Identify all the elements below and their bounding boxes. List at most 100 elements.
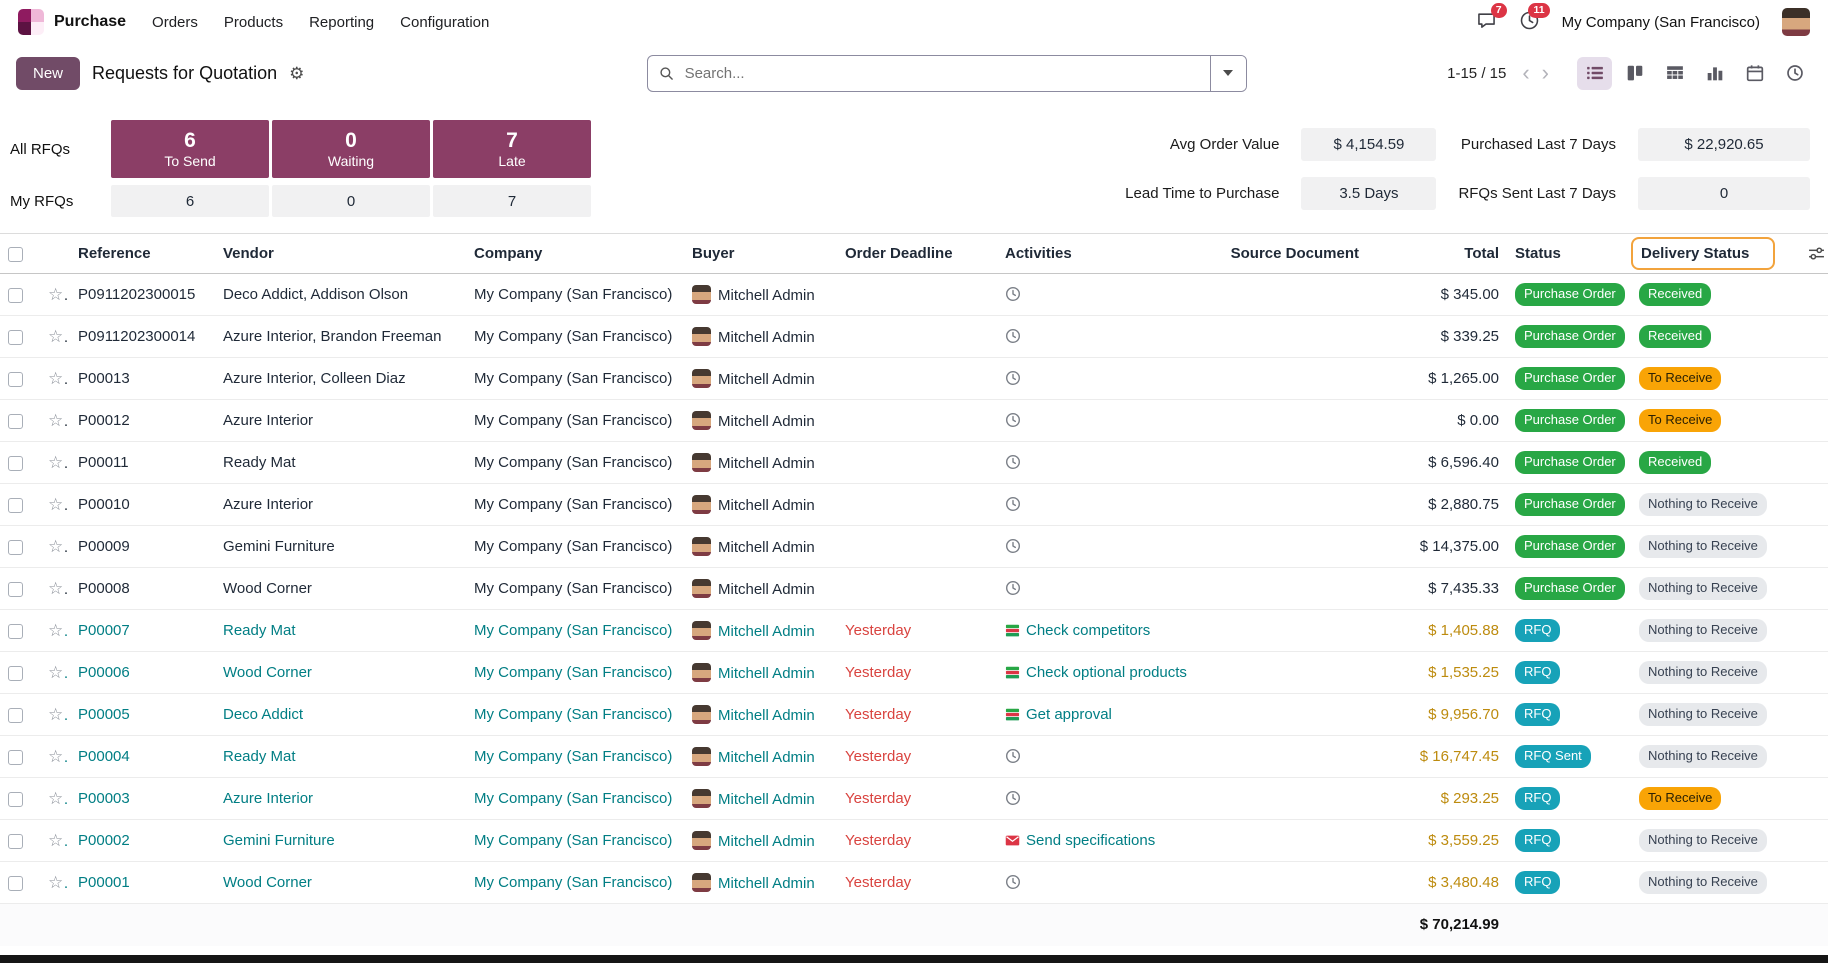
rfq-waiting-box[interactable]: 0 Waiting xyxy=(272,120,430,178)
total-cell[interactable]: $ 2,880.75 xyxy=(1367,483,1507,526)
total-cell[interactable]: $ 6,596.40 xyxy=(1367,441,1507,484)
reference-cell[interactable]: P00012 xyxy=(70,399,215,442)
favorite-cell[interactable]: ☆ xyxy=(40,693,70,736)
company-cell[interactable]: My Company (San Francisco) xyxy=(466,651,684,694)
favorite-star-icon[interactable]: ☆ xyxy=(48,620,64,640)
reference-cell[interactable]: P00006 xyxy=(70,651,215,694)
row-select-cell[interactable] xyxy=(0,399,40,442)
select-all-checkbox[interactable] xyxy=(8,246,23,262)
favorite-cell[interactable]: ☆ xyxy=(40,567,70,610)
favorite-star-icon[interactable]: ☆ xyxy=(48,410,64,430)
clock-icon[interactable] xyxy=(1005,496,1021,512)
row-select-cell[interactable] xyxy=(0,441,40,484)
my-to-send-box[interactable]: 6 xyxy=(111,185,269,217)
activity-cell[interactable] xyxy=(997,315,1197,358)
table-row[interactable]: ☆ P0911202300015 Deco Addict, Addison Olso… xyxy=(0,273,1828,316)
rfq-late-box[interactable]: 7 Late xyxy=(433,120,591,178)
delivery-status-cell[interactable]: To Receive xyxy=(1631,777,1800,820)
favorite-cell[interactable]: ☆ xyxy=(40,441,70,484)
status-cell[interactable]: RFQ xyxy=(1507,693,1631,736)
messages-button[interactable]: 7 xyxy=(1476,2,1507,35)
activity-cell[interactable]: Check competitors xyxy=(997,609,1197,652)
menu-reporting[interactable]: Reporting xyxy=(309,13,375,31)
reference-cell[interactable]: P00004 xyxy=(70,735,215,778)
buyer-cell[interactable]: Mitchell Admin xyxy=(684,315,837,358)
activity-cell[interactable] xyxy=(997,861,1197,904)
new-button[interactable]: New xyxy=(16,56,81,90)
row-checkbox[interactable] xyxy=(8,413,23,429)
favorite-cell[interactable]: ☆ xyxy=(40,819,70,862)
order-deadline-cell[interactable] xyxy=(837,315,997,358)
order-deadline-cell[interactable] xyxy=(837,441,997,484)
vendor-cell[interactable]: Wood Corner xyxy=(215,861,466,904)
source-document-cell[interactable] xyxy=(1197,357,1367,400)
row-select-cell[interactable] xyxy=(0,777,40,820)
favorite-cell[interactable]: ☆ xyxy=(40,399,70,442)
row-checkbox[interactable] xyxy=(8,497,23,513)
buyer-cell[interactable]: Mitchell Admin xyxy=(684,609,837,652)
buyer-cell[interactable]: Mitchell Admin xyxy=(684,819,837,862)
activity-label[interactable]: Check competitors xyxy=(1026,622,1151,639)
clock-icon[interactable] xyxy=(1005,454,1021,470)
table-row[interactable]: ☆ P00003 Azure Interior My Company (San Fra… xyxy=(0,777,1828,820)
favorite-star-icon[interactable]: ☆ xyxy=(48,704,64,724)
column-header-vendor[interactable]: Vendor xyxy=(215,233,466,274)
activity-label[interactable]: Check optional products xyxy=(1026,664,1187,681)
status-cell[interactable]: RFQ xyxy=(1507,819,1631,862)
company-cell[interactable]: My Company (San Francisco) xyxy=(466,861,684,904)
row-checkbox[interactable] xyxy=(8,287,23,303)
status-cell[interactable]: Purchase Order xyxy=(1507,273,1631,316)
table-row[interactable]: ☆ P00005 Deco Addict My Company (San Franci… xyxy=(0,693,1828,736)
order-deadline-cell[interactable]: Yesterday xyxy=(837,609,997,652)
favorite-star-icon[interactable]: ☆ xyxy=(48,830,64,850)
source-document-cell[interactable] xyxy=(1197,735,1367,778)
delivery-status-cell[interactable]: Nothing to Receive xyxy=(1631,819,1800,862)
reference-cell[interactable]: P00001 xyxy=(70,861,215,904)
row-checkbox[interactable] xyxy=(8,623,23,639)
total-cell[interactable]: $ 16,747.45 xyxy=(1367,735,1507,778)
reference-cell[interactable]: P00011 xyxy=(70,441,215,484)
row-select-cell[interactable] xyxy=(0,567,40,610)
total-cell[interactable]: $ 1,405.88 xyxy=(1367,609,1507,652)
buyer-cell[interactable]: Mitchell Admin xyxy=(684,399,837,442)
status-cell[interactable]: RFQ Sent xyxy=(1507,735,1631,778)
vendor-cell[interactable]: Azure Interior, Colleen Diaz xyxy=(215,357,466,400)
favorite-star-icon[interactable]: ☆ xyxy=(48,452,64,472)
source-document-cell[interactable] xyxy=(1197,315,1367,358)
mail-icon[interactable] xyxy=(1005,833,1020,848)
activity-cell[interactable] xyxy=(997,777,1197,820)
source-document-cell[interactable] xyxy=(1197,441,1367,484)
status-cell[interactable]: RFQ xyxy=(1507,609,1631,652)
column-header-company[interactable]: Company xyxy=(466,233,684,274)
total-cell[interactable]: $ 7,435.33 xyxy=(1367,567,1507,610)
favorite-cell[interactable]: ☆ xyxy=(40,609,70,652)
buyer-cell[interactable]: Mitchell Admin xyxy=(684,525,837,568)
company-cell[interactable]: My Company (San Francisco) xyxy=(466,567,684,610)
vendor-cell[interactable]: Gemini Furniture xyxy=(215,525,466,568)
delivery-status-cell[interactable]: Nothing to Receive xyxy=(1631,567,1800,610)
activity-cell[interactable]: Get approval xyxy=(997,693,1197,736)
buyer-cell[interactable]: Mitchell Admin xyxy=(684,861,837,904)
activity-cell[interactable] xyxy=(997,441,1197,484)
total-cell[interactable]: $ 14,375.00 xyxy=(1367,525,1507,568)
table-row[interactable]: ☆ P00004 Ready Mat My Company (San Francisc… xyxy=(0,735,1828,778)
favorite-cell[interactable]: ☆ xyxy=(40,735,70,778)
favorite-star-icon[interactable]: ☆ xyxy=(48,326,64,346)
order-deadline-cell[interactable] xyxy=(837,567,997,610)
reference-cell[interactable]: P0911202300014 xyxy=(70,315,215,358)
total-cell[interactable]: $ 1,265.00 xyxy=(1367,357,1507,400)
reference-cell[interactable]: P00010 xyxy=(70,483,215,526)
table-row[interactable]: ☆ P00007 Ready Mat My Company (San Francisc… xyxy=(0,609,1828,652)
delivery-status-cell[interactable]: To Receive xyxy=(1631,399,1800,442)
status-cell[interactable]: RFQ xyxy=(1507,861,1631,904)
buyer-cell[interactable]: Mitchell Admin xyxy=(684,441,837,484)
table-row[interactable]: ☆ P00008 Wood Corner My Company (San Franci… xyxy=(0,567,1828,610)
view-list-button[interactable] xyxy=(1577,56,1612,90)
favorite-cell[interactable]: ☆ xyxy=(40,651,70,694)
row-select-cell[interactable] xyxy=(0,609,40,652)
source-document-cell[interactable] xyxy=(1197,693,1367,736)
delivery-status-cell[interactable]: Received xyxy=(1631,315,1800,358)
clock-icon[interactable] xyxy=(1005,580,1021,596)
optional-columns-button[interactable] xyxy=(1808,245,1825,262)
row-select-cell[interactable] xyxy=(0,525,40,568)
